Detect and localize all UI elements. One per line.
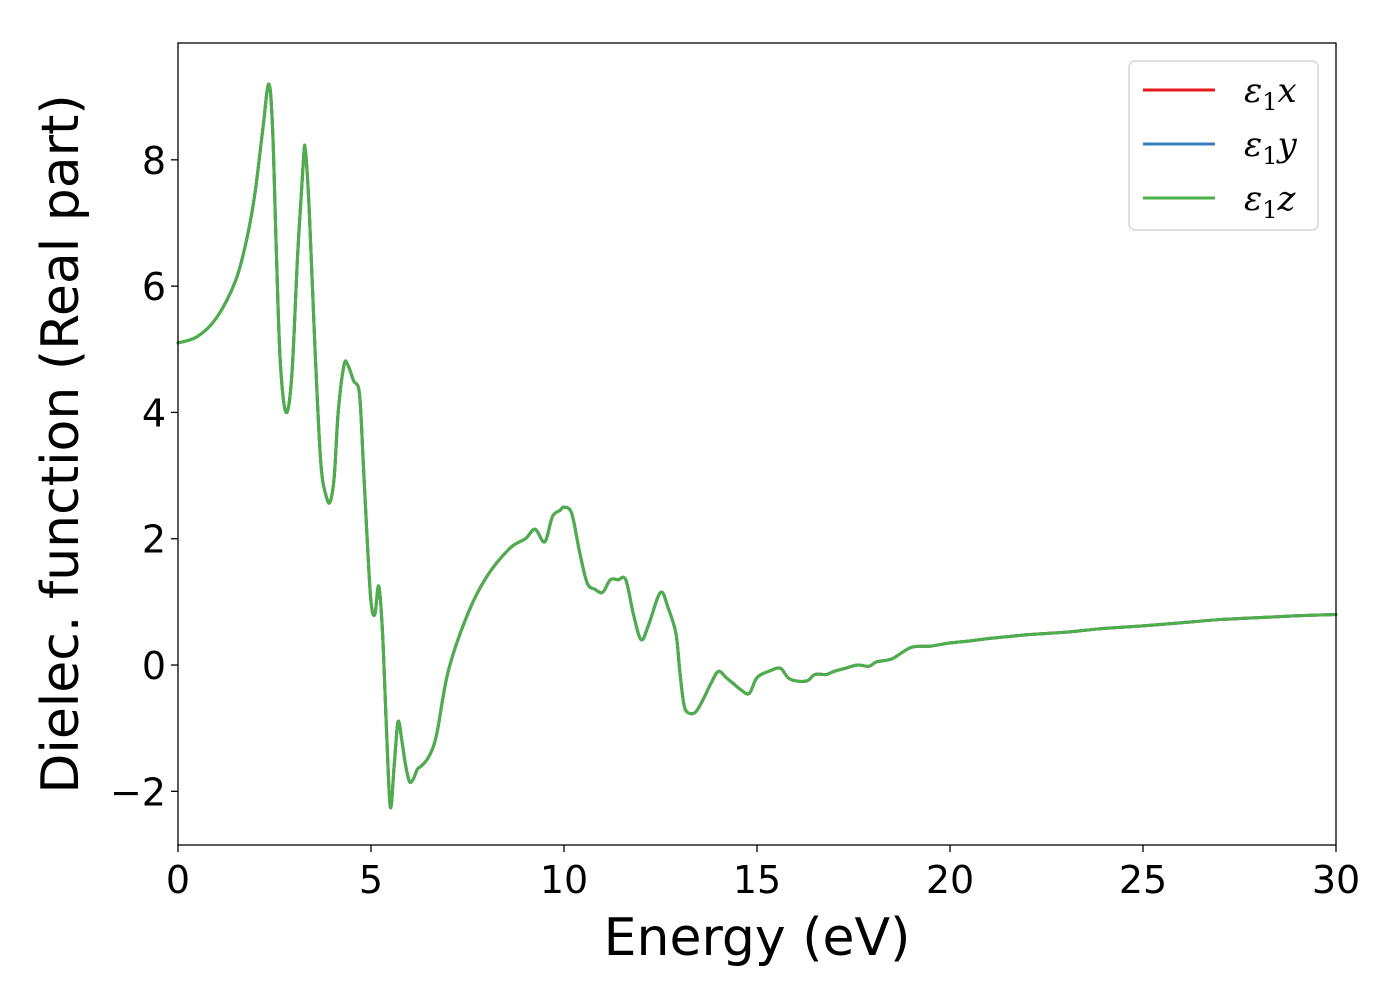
legend-entries: ε1x ε1y ε1z	[1143, 71, 1298, 224]
y-tick-label: 0	[142, 644, 166, 688]
x-tick-label: 15	[733, 858, 781, 902]
legend: ε1x ε1y ε1z	[1128, 60, 1319, 231]
x-tick-label: 30	[1312, 858, 1360, 902]
legend-label-3: ε1z	[1244, 179, 1297, 224]
x-tick-label: 10	[540, 858, 588, 902]
y-axis-ticks: −2 0 2 4 6 8	[110, 139, 178, 814]
x-tick-label: 25	[1119, 858, 1167, 902]
series-layer	[176, 82, 1338, 810]
y-tick-label: −2	[110, 770, 166, 814]
x-tick-label: 5	[359, 858, 383, 902]
y-tick-label: 6	[142, 265, 166, 309]
y-tick-label: 4	[142, 391, 166, 435]
y-tick-label: 8	[142, 139, 166, 183]
legend-label-2: ε1y	[1244, 125, 1298, 170]
y-axis-label: Dielec. function (Real part)	[31, 94, 91, 793]
x-tick-label: 0	[166, 858, 190, 902]
y-tick-label: 2	[142, 518, 166, 562]
legend-box	[1128, 60, 1319, 231]
x-axis-ticks: 0 5 10 15 20 25 30	[166, 845, 1360, 902]
series-line-3	[176, 82, 1338, 810]
x-axis-label: Energy (eV)	[604, 908, 911, 968]
x-tick-label: 20	[926, 858, 974, 902]
legend-label-1: ε1x	[1244, 71, 1297, 116]
